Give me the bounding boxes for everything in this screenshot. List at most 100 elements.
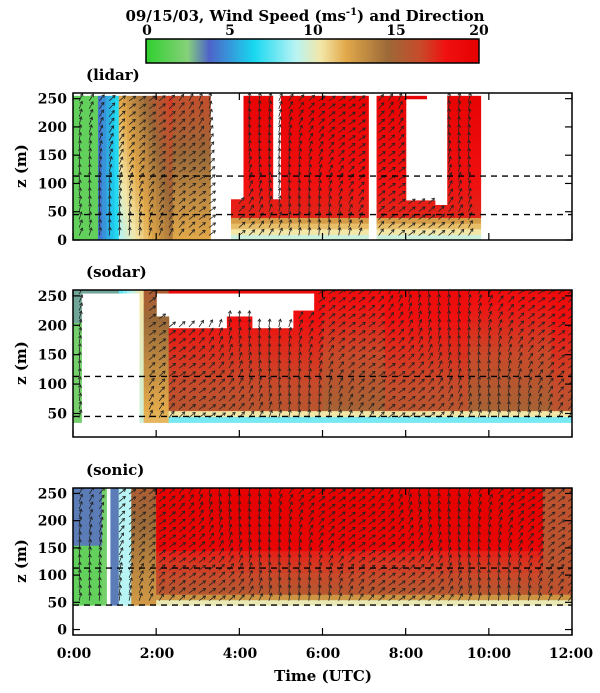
heatmap-cell (314, 161, 319, 167)
heatmap-cell (140, 352, 145, 358)
heatmap-cell (335, 311, 340, 317)
heatmap-cell (289, 369, 294, 375)
heatmap-cell (81, 155, 86, 161)
heatmap-cell (198, 104, 203, 110)
heatmap-cell (335, 133, 340, 139)
heatmap-cell (293, 133, 298, 139)
heatmap-cell (144, 195, 149, 201)
heatmap-cell (140, 328, 145, 334)
heatmap-cell (243, 183, 248, 189)
heatmap-cell (189, 416, 194, 422)
heatmap-cell (206, 161, 211, 167)
heatmap-cell (173, 405, 178, 411)
heatmap-cell (293, 217, 298, 223)
heatmap-cell (472, 144, 477, 150)
heatmap-cell (239, 200, 244, 206)
heatmap-cell (464, 200, 469, 206)
heatmap-cell (231, 206, 236, 212)
heatmap-cell (356, 150, 361, 156)
heatmap-cell (81, 161, 86, 167)
heatmap-cell (273, 334, 278, 340)
heatmap-cell (148, 334, 153, 340)
heatmap-cell (243, 364, 248, 370)
heatmap-cell (314, 393, 319, 399)
heatmap-cell (264, 364, 269, 370)
heatmap-cell (385, 189, 390, 195)
heatmap-cell (214, 334, 219, 340)
heatmap-cell (381, 416, 386, 422)
heatmap-cell (335, 138, 340, 144)
heatmap-cell (402, 322, 407, 328)
heatmap-cell (148, 116, 153, 122)
heatmap-cell (115, 167, 120, 173)
heatmap-cell (94, 116, 99, 122)
heatmap-cell (144, 178, 149, 184)
heatmap-cell (273, 369, 278, 375)
heatmap-cell (385, 364, 390, 370)
heatmap-cell (435, 399, 440, 405)
heatmap-cell (164, 183, 169, 189)
heatmap-cell (343, 405, 348, 411)
heatmap-cell (364, 161, 369, 167)
heatmap-cell (431, 305, 436, 311)
heatmap-cell (302, 381, 307, 387)
heatmap-cell (343, 183, 348, 189)
heatmap-cell (110, 167, 115, 173)
heatmap-cell (206, 399, 211, 405)
heatmap-cell (94, 223, 99, 229)
heatmap-cell (460, 346, 465, 352)
heatmap-cell (252, 104, 257, 110)
heatmap-cell (148, 110, 153, 116)
heatmap-cell (406, 399, 411, 405)
heatmap-cell (402, 364, 407, 370)
heatmap-cell (364, 393, 369, 399)
heatmap-cell (360, 155, 365, 161)
heatmap-cell (426, 352, 431, 358)
heatmap-cell (123, 116, 128, 122)
heatmap-cell (144, 316, 149, 322)
heatmap-cell (323, 217, 328, 223)
heatmap-cell (314, 172, 319, 178)
heatmap-cell (323, 150, 328, 156)
heatmap-cell (164, 405, 169, 411)
heatmap-cell (123, 178, 128, 184)
heatmap-cell (106, 206, 111, 212)
heatmap-cell (144, 340, 149, 346)
heatmap-cell (243, 334, 248, 340)
heatmap-cell (94, 104, 99, 110)
heatmap-cell (431, 346, 436, 352)
heatmap-cell (314, 364, 319, 370)
heatmap-cell (451, 340, 456, 346)
heatmap-cell (293, 96, 298, 99)
heatmap-cell (94, 178, 99, 184)
heatmap-cell (156, 352, 161, 358)
heatmap-cell (314, 150, 319, 156)
heatmap-cell (102, 150, 107, 156)
heatmap-cell (231, 416, 236, 422)
heatmap-cell (156, 110, 161, 116)
heatmap-cell (106, 127, 111, 133)
heatmap-cell (293, 104, 298, 110)
heatmap-cell (264, 346, 269, 352)
heatmap-cell (377, 393, 382, 399)
heatmap-cell (231, 322, 236, 328)
heatmap-cell (152, 393, 157, 399)
heatmap-cell (293, 364, 298, 370)
heatmap-cell (156, 121, 161, 127)
heatmap-cell (335, 369, 340, 375)
heatmap-cell (252, 138, 257, 144)
heatmap-cell (422, 316, 427, 322)
heatmap-cell (231, 200, 236, 206)
heatmap-cell (302, 167, 307, 173)
heatmap-cell (343, 387, 348, 393)
heatmap-cell (214, 340, 219, 346)
heatmap-cell (264, 167, 269, 173)
heatmap-cell (476, 206, 481, 212)
heatmap-cell (310, 416, 315, 422)
heatmap-cell (368, 399, 373, 405)
heatmap-cell (185, 150, 190, 156)
heatmap-cell (302, 358, 307, 364)
heatmap-cell (94, 155, 99, 161)
heatmap-cell (293, 206, 298, 212)
